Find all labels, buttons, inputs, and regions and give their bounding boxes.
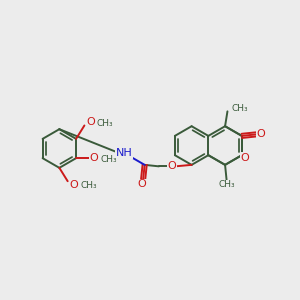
Text: O: O: [240, 153, 249, 163]
Text: O: O: [257, 129, 266, 140]
Text: CH₃: CH₃: [231, 104, 248, 113]
Text: CH₃: CH₃: [80, 181, 97, 190]
Text: O: O: [70, 180, 79, 190]
Text: NH: NH: [116, 148, 132, 158]
Text: O: O: [167, 161, 176, 171]
Text: CH₃: CH₃: [218, 180, 235, 189]
Text: O: O: [87, 117, 95, 127]
Text: CH₃: CH₃: [100, 154, 117, 164]
Text: O: O: [137, 179, 146, 190]
Text: CH₃: CH₃: [97, 118, 113, 127]
Text: O: O: [89, 153, 98, 163]
